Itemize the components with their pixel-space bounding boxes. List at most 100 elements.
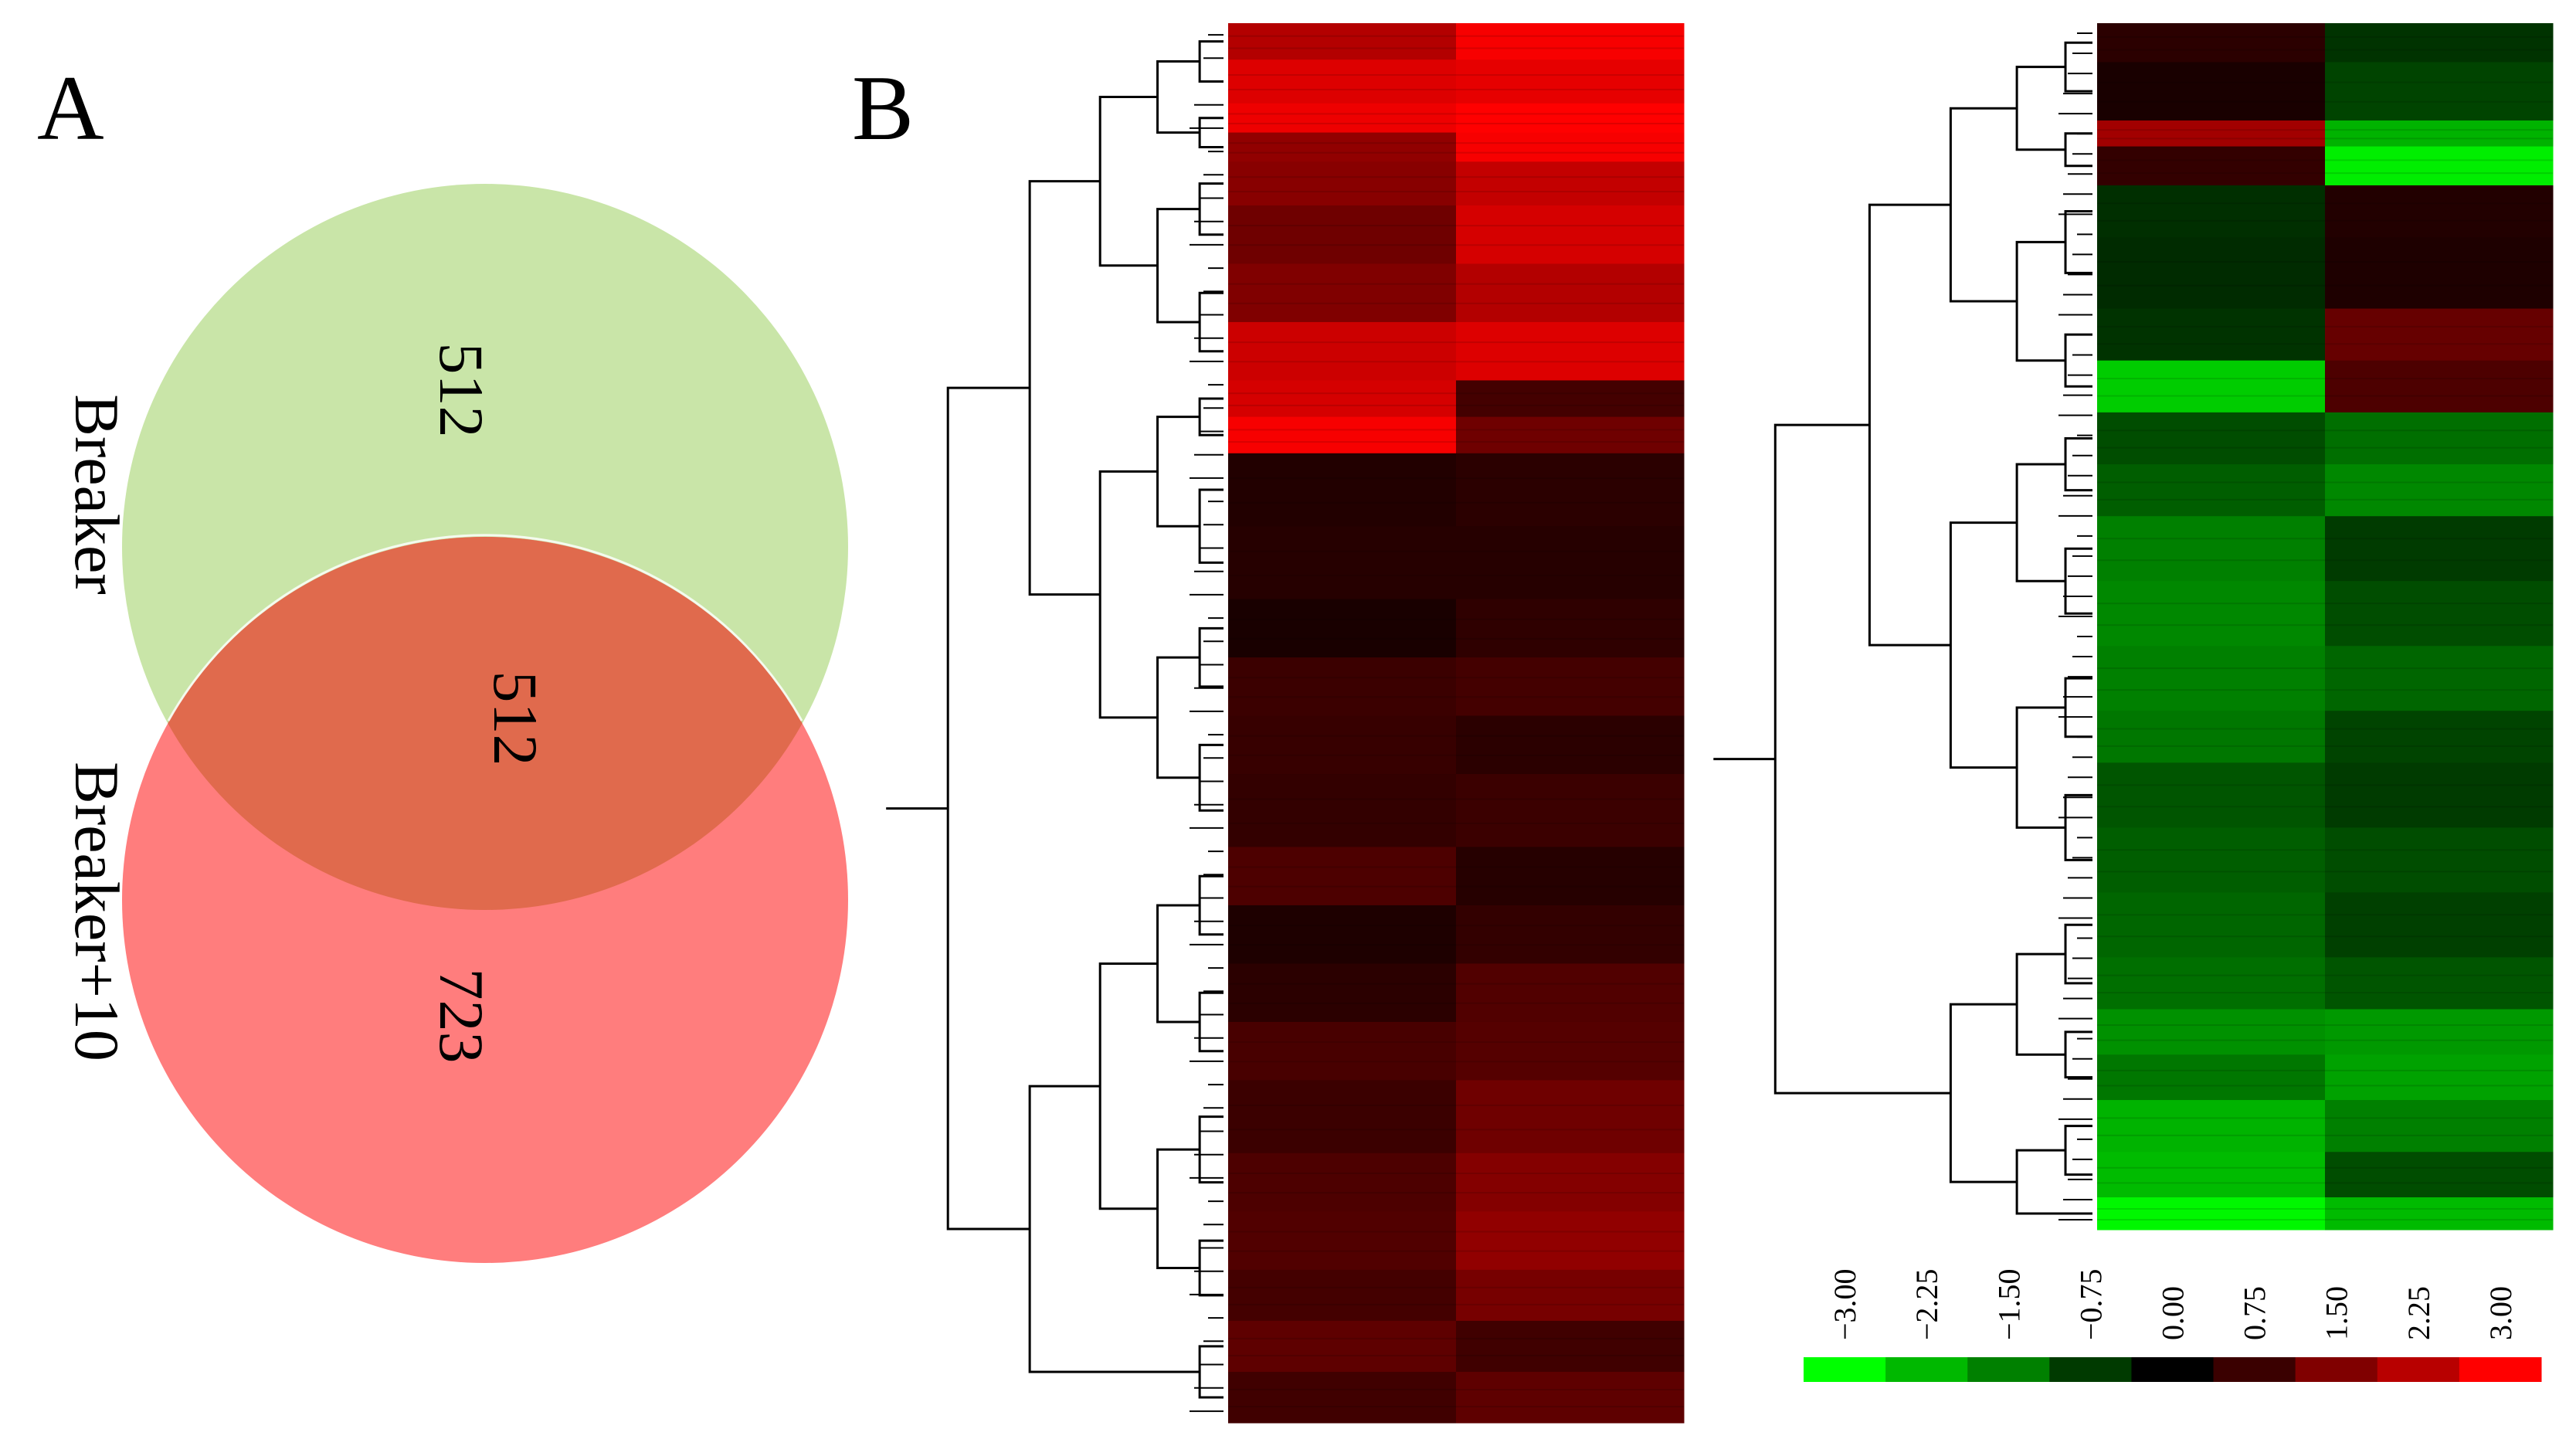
downregulated-cell-15-1 [2325, 827, 2554, 893]
upregulated-stripe-9-0-1 [1228, 429, 1456, 431]
upregulated-cell-6-1 [1456, 263, 1685, 323]
downregulated-stripe-11-0-2 [2097, 624, 2325, 626]
venn-count-intersection: 512 [480, 671, 551, 766]
downregulated-cell-16-1 [2325, 892, 2554, 958]
upregulated-stripe-1-1-1 [1456, 74, 1684, 76]
upregulated-stripe-15-0-2 [1228, 822, 1456, 824]
downregulated-cell-16-0 [2097, 892, 2326, 958]
dendrogram-up [886, 34, 1224, 1412]
downregulated-stripe-16-0-2 [2097, 935, 2325, 938]
upregulated-stripe-4-1-2 [1456, 191, 1684, 193]
upregulated-stripe-9-1-1 [1456, 429, 1684, 431]
downregulated-cell-14-0 [2097, 762, 2326, 828]
upregulated-cell-15-1 [1456, 774, 1685, 847]
downregulated-dendro-branch-12 [2015, 240, 2066, 362]
upregulated-cell-22-0 [1228, 1211, 1457, 1271]
downregulated-cell-3-0 [2097, 146, 2326, 186]
downregulated-cell-6-0 [2097, 308, 2326, 362]
upregulated-cell-24-1 [1456, 1320, 1685, 1373]
downregulated-cell-10-1 [2325, 516, 2554, 582]
downregulated-cell-15-0 [2097, 827, 2326, 893]
downregulated-stripe-13-0-1 [2097, 728, 2325, 730]
upregulated-cell-17-0 [1228, 905, 1457, 964]
upregulated-stripe-20-1-1 [1456, 1104, 1684, 1106]
upregulated-stripe-23-1-2 [1456, 1303, 1684, 1305]
downregulated-cell-18-1 [2325, 1009, 2554, 1055]
downregulated-dendro-branch-11 [2015, 66, 2066, 151]
downregulated-stripe-11-0-1 [2097, 603, 2325, 605]
colorbar-swatch-8 [2459, 1357, 2542, 1382]
downregulated-stripe-22-0-2 [2097, 1219, 2325, 1221]
upregulated-stripe-0-1-1 [1456, 35, 1684, 37]
upregulated-cell-21-1 [1456, 1153, 1685, 1212]
downregulated-cell-11-0 [2097, 581, 2326, 647]
downregulated-stripe-15-1-2 [2325, 871, 2553, 873]
downregulated-cell-21-1 [2325, 1152, 2554, 1198]
upregulated-stripe-21-1-2 [1456, 1192, 1684, 1194]
upregulated-cell-0-1 [1456, 23, 1685, 60]
upregulated-stripe-20-0-2 [1228, 1129, 1456, 1131]
upregulated-stripe-9-0-2 [1228, 441, 1456, 443]
downregulated-stripe-18-1-2 [2325, 1039, 2553, 1041]
upregulated-cell-11-0 [1228, 526, 1457, 600]
downregulated-stripe-20-0-2 [2097, 1134, 2325, 1136]
panel-b-label: B [852, 56, 914, 159]
upregulated-stripe-6-1-2 [1456, 302, 1684, 304]
upregulated-stripe-24-0-1 [1228, 1337, 1456, 1339]
upregulated-stripe-11-0-2 [1228, 575, 1456, 577]
upregulated-stripe-1-0-1 [1228, 74, 1456, 76]
upregulated-dendro-branch-1 [1198, 117, 1224, 148]
upregulated-stripe-6-0-2 [1228, 302, 1456, 304]
downregulated-stripe-2-0-2 [2097, 137, 2325, 140]
downregulated-dendro-branch-5 [2064, 547, 2092, 615]
upregulated-stripe-16-1-1 [1456, 866, 1684, 868]
upregulated-cell-7-0 [1228, 321, 1457, 381]
downregulated-stripe-14-1-1 [2325, 784, 2553, 786]
downregulated-cell-21-0 [2097, 1152, 2326, 1198]
downregulated-stripe-18-0-2 [2097, 1039, 2325, 1041]
downregulated-stripe-0-0-2 [2097, 49, 2325, 51]
downregulated-stripe-20-0-1 [2097, 1117, 2325, 1119]
downregulated-cell-18-0 [2097, 1009, 2326, 1055]
upregulated-stripe-25-1-1 [1456, 1388, 1684, 1390]
downregulated-stripe-15-0-2 [2097, 871, 2325, 873]
downregulated-cell-0-1 [2325, 23, 2554, 63]
upregulated-stripe-24-1-1 [1456, 1337, 1684, 1339]
downregulated-dendro-branch-3 [2064, 333, 2092, 388]
upregulated-stripe-25-0-1 [1228, 1388, 1456, 1390]
upregulated-cell-9-0 [1228, 416, 1457, 454]
upregulated-cell-16-1 [1456, 847, 1685, 906]
downregulated-stripe-7-0-2 [2097, 395, 2325, 397]
dendrogram-down [1713, 32, 2092, 1220]
downregulated-stripe-2-0-1 [2097, 129, 2325, 131]
upregulated-stripe-23-0-1 [1228, 1286, 1456, 1288]
downregulated-stripe-12-0-1 [2097, 667, 2325, 670]
panel-a-label: A [37, 56, 104, 159]
upregulated-stripe-21-1-1 [1456, 1172, 1684, 1174]
downregulated-dendro-branch-8 [2064, 923, 2092, 985]
upregulated-stripe-0-0-1 [1228, 35, 1456, 37]
upregulated-stripe-22-0-1 [1228, 1231, 1456, 1233]
downregulated-stripe-21-1-1 [2325, 1166, 2553, 1169]
downregulated-stripe-6-1-2 [2325, 343, 2553, 345]
upregulated-cell-3-1 [1456, 132, 1685, 162]
downregulated-stripe-13-0-2 [2097, 745, 2325, 747]
upregulated-stripe-10-1-2 [1456, 501, 1684, 504]
upregulated-stripe-14-0-1 [1228, 735, 1456, 737]
upregulated-stripe-10-0-1 [1228, 477, 1456, 480]
downregulated-stripe-15-1-1 [2325, 849, 2553, 851]
downregulated-stripe-8-1-2 [2325, 446, 2553, 449]
downregulated-stripe-4-0-1 [2097, 202, 2325, 205]
venn-count-breaker-10-only: 723 [426, 969, 497, 1064]
downregulated-stripe-17-1-2 [2325, 992, 2553, 994]
upregulated-dendro-branch-3 [1198, 291, 1224, 353]
downregulated-cell-22-0 [2097, 1197, 2326, 1231]
downregulated-cell-17-0 [2097, 957, 2326, 1010]
upregulated-cell-22-1 [1456, 1211, 1685, 1271]
upregulated-stripe-19-1-2 [1456, 1061, 1684, 1063]
upregulated-cell-19-0 [1228, 1021, 1457, 1081]
downregulated-cell-5-1 [2325, 237, 2554, 310]
downregulated-cell-9-0 [2097, 464, 2326, 517]
venn-label-breaker: Breaker [62, 394, 132, 595]
